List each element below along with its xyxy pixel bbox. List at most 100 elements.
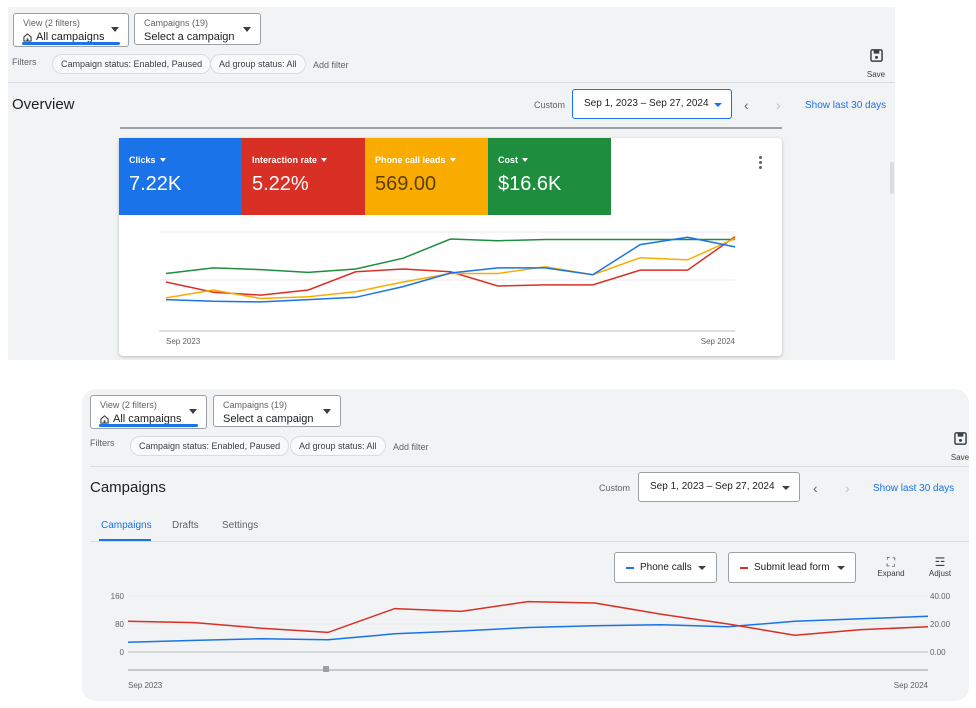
- campaign-select-label: Campaigns (19): [223, 400, 288, 410]
- view-filter-dropdown[interactable]: View (2 filters) All campaigns: [90, 395, 207, 429]
- metric-label: Interaction rate: [252, 155, 318, 165]
- y-tick-label-left: 80: [115, 620, 124, 629]
- campaigns-line-chart: 160 80 0 40.00 20.00 0.00 Sep 2023 Sep 2…: [111, 592, 951, 690]
- date-range-value: Sep 1, 2023 – Sep 27, 2024: [650, 481, 775, 492]
- slider-handle[interactable]: [323, 666, 329, 672]
- show-last-30-days-link[interactable]: Show last 30 days: [805, 100, 887, 111]
- campaign-status-chip[interactable]: Campaign status: Enabled, Paused: [52, 54, 212, 74]
- series-line-0: [165, 238, 735, 275]
- expand-icon: ⛶: [886, 555, 896, 569]
- metric-label: Cost: [498, 155, 518, 165]
- overview-line-chart: Sep 2023 Sep 2024: [159, 231, 736, 346]
- filters-label: Filters: [12, 57, 37, 67]
- tab-campaigns[interactable]: Campaigns: [101, 520, 152, 531]
- campaign-select-label: Campaigns (19): [144, 18, 209, 28]
- campaign-select-dropdown[interactable]: Campaigns (19) Select a campaign: [213, 395, 341, 427]
- chevron-down-icon: [321, 158, 328, 162]
- metric-tile-cost[interactable]: Cost $16.6K: [488, 138, 611, 215]
- next-period-icon[interactable]: ›: [845, 480, 850, 496]
- metric-value: $16.6K: [498, 173, 562, 195]
- date-range-value: Sep 1, 2023 – Sep 27, 2024: [584, 98, 709, 109]
- adjust-label: Adjust: [928, 569, 952, 578]
- more-options-icon[interactable]: [759, 156, 762, 171]
- metric1-selector[interactable]: Phone calls: [614, 552, 717, 583]
- adjust-button[interactable]: ☲ Adjust: [923, 555, 957, 578]
- chevron-down-icon: [189, 409, 197, 414]
- tab-drafts[interactable]: Drafts: [172, 520, 199, 531]
- save-label: Save: [950, 453, 969, 462]
- page-title: Campaigns: [90, 479, 166, 496]
- chevron-down-icon: [522, 158, 528, 162]
- ad-group-status-chip[interactable]: Ad group status: All: [290, 436, 386, 456]
- add-filter-link[interactable]: Add filter: [313, 60, 349, 70]
- expand-label: Expand: [877, 569, 905, 578]
- metric-tile-interaction-rate[interactable]: Interaction rate 5.22%: [242, 138, 365, 215]
- x-tick-label: Sep 2023: [166, 337, 201, 346]
- tab-settings[interactable]: Settings: [222, 520, 259, 531]
- view-filter-value: All campaigns: [36, 31, 105, 43]
- x-tick-label: Sep 2024: [701, 337, 736, 346]
- metric-tile-clicks[interactable]: Clicks 7.22K: [119, 138, 242, 215]
- metric-value: 7.22K: [129, 173, 182, 195]
- campaign-select-value: Select a campaign: [144, 31, 235, 43]
- add-filter-link[interactable]: Add filter: [393, 442, 429, 452]
- x-tick-label: Sep 2024: [894, 681, 929, 690]
- view-filter-label: View (2 filters): [100, 400, 157, 410]
- metric2-selector[interactable]: Submit lead form: [728, 552, 856, 583]
- save-button[interactable]: Save: [864, 49, 888, 79]
- chevron-down-icon: [449, 158, 456, 162]
- chevron-down-icon: [243, 27, 251, 32]
- save-label: Save: [866, 70, 886, 79]
- chevron-down-icon: [159, 158, 166, 162]
- series-line-3: [165, 236, 736, 303]
- save-icon: [869, 49, 883, 62]
- save-button[interactable]: Save: [948, 432, 969, 462]
- ad-group-status-chip[interactable]: Ad group status: All: [210, 54, 306, 74]
- series-line-1: [127, 600, 929, 636]
- y-tick-label-right: 20.00: [930, 620, 951, 629]
- date-range-picker[interactable]: Sep 1, 2023 – Sep 27, 2024: [638, 472, 800, 502]
- metric-value: 5.22%: [252, 173, 309, 195]
- chevron-down-icon: [111, 27, 119, 32]
- metric1-label: Phone calls: [640, 562, 692, 573]
- previous-period-icon[interactable]: ‹: [813, 480, 818, 496]
- series-line-2: [165, 237, 736, 300]
- y-tick-label-left: 160: [111, 592, 125, 601]
- campaign-select-dropdown[interactable]: Campaigns (19) Select a campaign: [134, 13, 261, 45]
- x-tick-label: Sep 2023: [128, 681, 163, 690]
- date-range-picker[interactable]: Sep 1, 2023 – Sep 27, 2024: [572, 89, 732, 119]
- custom-label: Custom: [599, 483, 631, 493]
- chevron-down-icon: [837, 566, 845, 570]
- chevron-down-icon: [323, 409, 331, 414]
- metric-tile-phone-call-leads[interactable]: Phone call leads 569.00: [365, 138, 488, 215]
- y-tick-label-right: 40.00: [930, 592, 951, 601]
- home-icon: [100, 414, 109, 424]
- legend-swatch: [740, 566, 748, 569]
- campaign-status-chip[interactable]: Campaign status: Enabled, Paused: [130, 436, 290, 456]
- previous-period-icon[interactable]: ‹: [744, 97, 749, 113]
- legend-swatch: [626, 566, 634, 569]
- custom-label: Custom: [534, 100, 566, 110]
- save-icon: [953, 432, 967, 445]
- show-last-30-days-link[interactable]: Show last 30 days: [873, 483, 955, 494]
- metric2-label: Submit lead form: [754, 562, 830, 573]
- y-tick-label-right: 0.00: [930, 648, 946, 657]
- scrollbar-thumb[interactable]: [890, 162, 894, 194]
- series-line-0: [127, 615, 929, 643]
- campaign-select-value: Select a campaign: [223, 413, 314, 425]
- metric-label: Phone call leads: [375, 155, 446, 165]
- chevron-down-icon: [782, 486, 790, 490]
- chevron-down-icon: [714, 103, 722, 107]
- filters-label: Filters: [90, 438, 115, 448]
- next-period-icon[interactable]: ›: [776, 97, 781, 113]
- home-icon: [23, 32, 32, 42]
- chevron-down-icon: [698, 566, 706, 570]
- metric-value: 569.00: [375, 173, 437, 195]
- overview-panel: View (2 filters) All campaigns Campaigns…: [8, 7, 895, 360]
- view-filter-dropdown[interactable]: View (2 filters) All campaigns: [13, 13, 129, 47]
- view-filter-label: View (2 filters): [23, 18, 80, 28]
- overview-card: Clicks 7.22K Interaction rate 5.22% Phon…: [119, 138, 782, 356]
- view-filter-value: All campaigns: [113, 413, 182, 425]
- campaigns-panel: View (2 filters) All campaigns Campaigns…: [82, 389, 969, 701]
- expand-button[interactable]: ⛶ Expand: [874, 555, 908, 578]
